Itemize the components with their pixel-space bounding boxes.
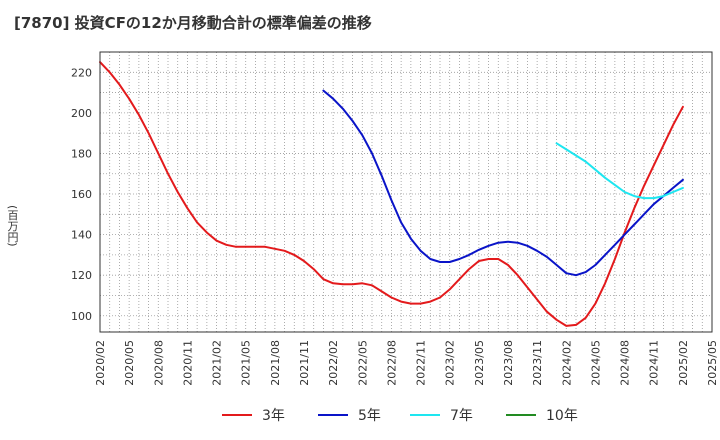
x-tick-label: 2022/05	[356, 340, 369, 386]
series-line-7y	[555, 142, 684, 200]
x-tick-label: 2020/08	[152, 340, 165, 386]
chart-title: [7870] 投資CFの12か月移動合計の標準偏差の推移	[14, 14, 372, 32]
legend-item-5y: 5年	[318, 404, 381, 426]
y-tick-label: 200	[71, 107, 92, 120]
x-tick-label: 2022/02	[327, 340, 340, 386]
legend-label-3y: 3年	[262, 408, 285, 424]
legend-label-7y: 7年	[450, 408, 473, 424]
x-tick-label: 2025/02	[677, 340, 690, 386]
x-tick-label: 2020/02	[94, 340, 107, 386]
plot-border	[99, 51, 713, 333]
legend-label-5y: 5年	[358, 408, 381, 424]
series-line-3y	[99, 61, 684, 327]
y-tick-label: 160	[71, 188, 92, 201]
x-tick-label: 2021/02	[211, 340, 224, 386]
x-tick-label: 2025/05	[706, 340, 719, 386]
x-tick-label: 2020/05	[123, 340, 136, 386]
y-axis-unit-label: (百万円)	[6, 205, 19, 247]
legend-label-10y: 10年	[546, 408, 578, 424]
x-tick-label: 2022/08	[385, 340, 398, 386]
legend-item-3y: 3年	[222, 404, 285, 426]
series-line-5y	[322, 89, 684, 277]
plot-area	[100, 52, 712, 332]
y-tick-label: 140	[71, 229, 92, 242]
x-tick-label: 2024/05	[589, 340, 602, 386]
legend-swatch-3y	[222, 414, 252, 416]
y-tick-label: 120	[71, 269, 92, 282]
x-tick-label: 2021/08	[269, 340, 282, 386]
x-tick-label: 2024/02	[560, 340, 573, 386]
x-tick-label: 2023/05	[473, 340, 486, 386]
legend-item-10y: 10年	[506, 404, 578, 426]
legend-swatch-7y	[410, 414, 440, 416]
x-tick-label: 2021/11	[298, 340, 311, 386]
x-tick-label: 2020/11	[181, 340, 194, 386]
x-tick-label: 2024/11	[648, 340, 661, 386]
x-tick-label: 2023/11	[531, 340, 544, 386]
legend-swatch-10y	[506, 414, 536, 416]
x-tick-label: 2023/08	[502, 340, 515, 386]
line-chart: 100 120 140 160 180 200 220 2020/02 2020/05 2020/…	[71, 51, 719, 386]
x-tick-label: 2021/05	[240, 340, 253, 386]
legend-item-7y: 7年	[410, 404, 473, 426]
legend: 3年 5年 7年 10年	[0, 404, 720, 426]
y-tick-label: 220	[71, 66, 92, 79]
legend-swatch-5y	[318, 414, 348, 416]
x-tick-label: 2023/02	[444, 340, 457, 386]
y-tick-label: 100	[71, 310, 92, 323]
x-tick-label: 2024/08	[619, 340, 632, 386]
y-tick-label: 180	[71, 147, 92, 160]
x-tick-label: 2022/11	[415, 340, 428, 386]
